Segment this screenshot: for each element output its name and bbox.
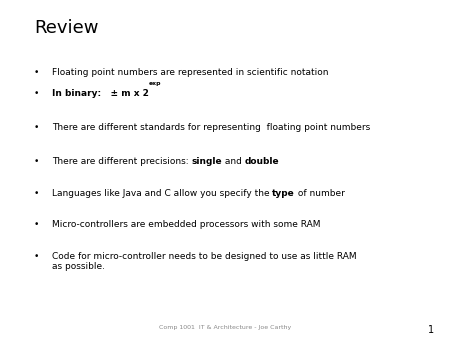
Text: •: • bbox=[34, 157, 39, 166]
Text: Floating point numbers are represented in scientific notation: Floating point numbers are represented i… bbox=[52, 68, 328, 77]
Text: Micro-controllers are embedded processors with some RAM: Micro-controllers are embedded processor… bbox=[52, 220, 320, 229]
Text: type: type bbox=[272, 189, 295, 198]
Text: •: • bbox=[34, 89, 39, 98]
Text: 1: 1 bbox=[428, 325, 434, 335]
Text: In binary:   ± m x 2: In binary: ± m x 2 bbox=[52, 89, 148, 98]
Text: •: • bbox=[34, 123, 39, 132]
Text: double: double bbox=[245, 157, 279, 166]
Text: and: and bbox=[222, 157, 245, 166]
Text: single: single bbox=[191, 157, 222, 166]
Text: •: • bbox=[34, 189, 39, 198]
Text: Languages like Java and C allow you specify the: Languages like Java and C allow you spec… bbox=[52, 189, 272, 198]
Text: Comp 1001  IT & Architecture - Joe Carthy: Comp 1001 IT & Architecture - Joe Carthy bbox=[159, 325, 291, 330]
Text: •: • bbox=[34, 68, 39, 77]
Text: •: • bbox=[34, 252, 39, 261]
Text: There are different precisions:: There are different precisions: bbox=[52, 157, 191, 166]
Text: There are different standards for representing  floating point numbers: There are different standards for repres… bbox=[52, 123, 370, 132]
Text: of number: of number bbox=[295, 189, 345, 198]
Text: •: • bbox=[34, 220, 39, 229]
Text: Review: Review bbox=[34, 19, 98, 37]
Text: exp: exp bbox=[148, 81, 161, 86]
Text: Code for micro-controller needs to be designed to use as little RAM
as possible.: Code for micro-controller needs to be de… bbox=[52, 252, 356, 271]
